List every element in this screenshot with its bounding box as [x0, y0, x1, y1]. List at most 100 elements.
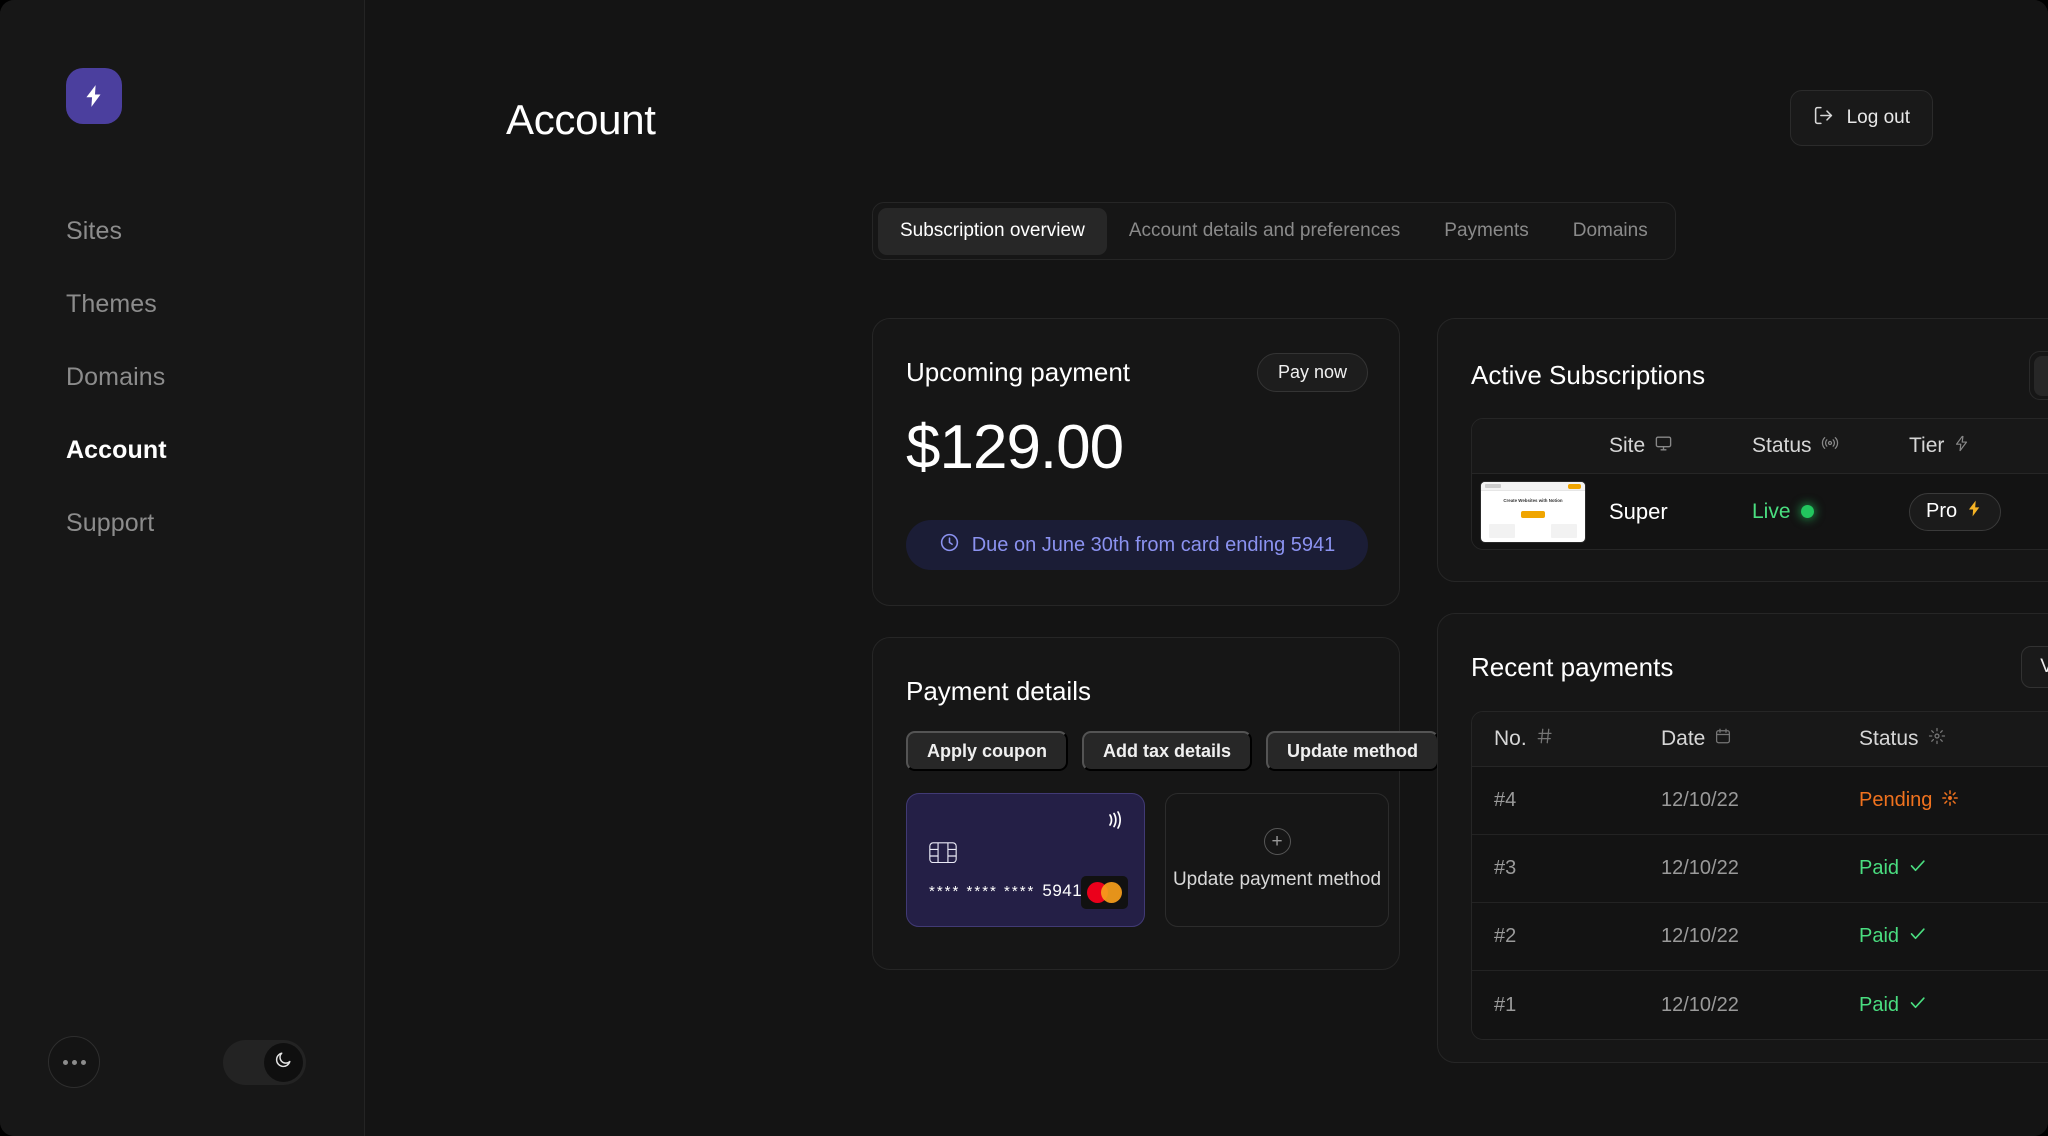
sidebar-item-sites[interactable]: Sites — [66, 217, 123, 245]
sidebar-item-account[interactable]: Account — [66, 436, 167, 464]
theme-toggle-knob — [264, 1042, 303, 1082]
apply-coupon-button[interactable]: Apply coupon — [906, 731, 1068, 771]
page-title: Account — [506, 96, 656, 143]
table-row[interactable]: #4 12/10/22 Pending Pay now — [1472, 767, 2048, 835]
table-row[interactable]: #2 12/10/22 Paid Pay now — [1472, 903, 2048, 971]
card-chip-icon — [929, 842, 957, 865]
tab-payments[interactable]: Payments — [1444, 220, 1529, 241]
payment-details-title: Payment details — [906, 676, 1091, 706]
status-label: Live — [1752, 499, 1791, 523]
bolt-icon — [1953, 434, 1970, 458]
ellipsis-icon — [80, 1059, 86, 1065]
theme-toggle[interactable] — [223, 1039, 306, 1085]
site-thumbnail-heading: Create Websites with Notion — [1503, 497, 1563, 503]
column-header-tier: Tier — [1909, 434, 2048, 458]
saved-credit-card[interactable]: **** **** **** 5941 — [906, 793, 1145, 927]
recent-payments-header: Recent payments View all payments — [1471, 646, 2048, 688]
logout-label: Log out — [1846, 107, 1910, 128]
check-icon — [1908, 924, 1927, 949]
upcoming-payment-title: Upcoming payment — [906, 357, 1130, 387]
cell-payment-no: #3 — [1494, 857, 1517, 879]
pay-now-button[interactable]: Pay now — [1256, 353, 1368, 392]
subscriptions-filter-toggle: Sites Domains — [2028, 351, 2048, 400]
cell-payment-date: 12/10/22 — [1661, 857, 1739, 879]
view-all-payments-button[interactable]: View all payments — [2021, 646, 2048, 688]
tier-label: Pro — [1926, 500, 1958, 522]
add-tax-details-button[interactable]: Add tax details — [1082, 731, 1253, 771]
cell-payment-no: #2 — [1494, 925, 1517, 947]
column-header-no: No. — [1494, 727, 1661, 751]
contactless-icon — [1103, 808, 1127, 832]
moon-icon — [274, 1050, 293, 1074]
hash-icon — [1536, 727, 1554, 751]
table-row[interactable]: Create Websites with Notion Super Live P… — [1472, 474, 2048, 549]
broadcast-icon — [1821, 434, 1839, 458]
more-options-button[interactable] — [48, 1036, 100, 1088]
upcoming-payment-card: Upcoming payment Pay now $129.00 Due on … — [872, 318, 1400, 606]
sidebar-nav: Sites Themes Domains Account Support — [66, 195, 167, 560]
sidebar: Sites Themes Domains Account Support — [0, 0, 365, 1136]
recent-payments-table: No. Date Status — [1471, 711, 2048, 1040]
mastercard-icon — [1081, 876, 1128, 909]
due-date-banner[interactable]: Due on June 30th from card ending 5941 — [906, 520, 1368, 570]
column-header-payment-status: Status — [1859, 727, 2048, 751]
tab-bar: Subscription overview Account details an… — [872, 202, 1676, 260]
calendar-icon — [1714, 727, 1732, 751]
payment-details-card: Payment details Apply coupon Add tax det… — [872, 637, 1440, 970]
column-header-payment-status-label: Status — [1859, 727, 1919, 750]
tab-domains[interactable]: Domains — [1572, 220, 1648, 241]
cell-tier: Pro — [1909, 492, 2048, 531]
cell-site-name: Super — [1609, 498, 1668, 524]
site-thumbnail: Create Websites with Notion — [1480, 480, 1586, 543]
active-subscriptions-card: Active Subscriptions Sites Domains Site — [1437, 318, 2048, 582]
table-row[interactable]: #3 12/10/22 Paid Pay now — [1472, 835, 2048, 903]
active-subscriptions-title: Active Subscriptions — [1471, 360, 1706, 390]
status-badge: Paid — [1859, 857, 1900, 879]
card-number: **** **** **** 5941 — [929, 881, 1082, 901]
sidebar-item-support[interactable]: Support — [66, 509, 155, 537]
filter-sites[interactable]: Sites — [2033, 355, 2048, 396]
cell-payment-status: Paid — [1859, 856, 2048, 881]
column-header-site: Site — [1609, 434, 1752, 459]
cell-payment-date: 12/10/22 — [1661, 925, 1739, 947]
update-method-button[interactable]: Update method — [1266, 731, 1440, 771]
check-icon — [1908, 993, 1927, 1018]
ellipsis-icon — [71, 1059, 77, 1065]
column-header-tier-label: Tier — [1909, 434, 1945, 457]
update-payment-method-label: Update payment method — [1172, 868, 1382, 890]
sparkle-icon — [1928, 727, 1946, 751]
bolt-icon — [81, 83, 107, 109]
ellipsis-icon — [62, 1059, 68, 1065]
recent-payments-card: Recent payments View all payments No. — [1437, 613, 2048, 1063]
subscriptions-table-header: Site Status Tier — [1472, 419, 2048, 474]
update-payment-method-card[interactable]: + Update payment method — [1165, 793, 1389, 927]
subscriptions-table: Site Status Tier — [1471, 418, 2048, 550]
cell-payment-status: Paid — [1859, 993, 2048, 1018]
card-masked-digits: **** **** **** — [929, 882, 1036, 900]
column-header-date-label: Date — [1661, 727, 1706, 750]
status-badge: Pending — [1859, 789, 1933, 811]
tab-account-details[interactable]: Account details and preferences — [1128, 220, 1401, 241]
cell-payment-date: 12/10/22 — [1661, 993, 1739, 1016]
plus-circle-icon: + — [1263, 827, 1291, 855]
sidebar-item-themes[interactable]: Themes — [66, 290, 157, 318]
check-icon — [1908, 856, 1927, 881]
tier-badge[interactable]: Pro — [1909, 492, 2002, 531]
column-header-no-label: No. — [1494, 727, 1527, 750]
table-row[interactable]: #1 12/10/22 Paid Pay now — [1472, 971, 2048, 1039]
monitor-icon — [1654, 434, 1673, 459]
main-content: Account Log out Subscription overview Ac… — [365, 0, 2048, 1136]
cell-payment-status: Pending — [1859, 789, 2048, 813]
cell-payment-date: 12/10/22 — [1661, 789, 1739, 811]
cell-payment-no: #1 — [1494, 993, 1517, 1016]
due-date-text: Due on June 30th from card ending 5941 — [971, 533, 1336, 556]
cell-status: Live — [1752, 500, 1909, 524]
cell-payment-no: #4 — [1494, 789, 1517, 811]
recent-payments-table-header: No. Date Status — [1472, 712, 2048, 767]
column-header-status: Status — [1752, 434, 1909, 458]
sidebar-item-domains[interactable]: Domains — [66, 363, 166, 391]
logout-button[interactable]: Log out — [1789, 90, 1933, 146]
column-header-status-label: Status — [1752, 434, 1812, 457]
app-logo[interactable] — [66, 68, 122, 124]
tab-subscription-overview[interactable]: Subscription overview — [878, 207, 1107, 255]
